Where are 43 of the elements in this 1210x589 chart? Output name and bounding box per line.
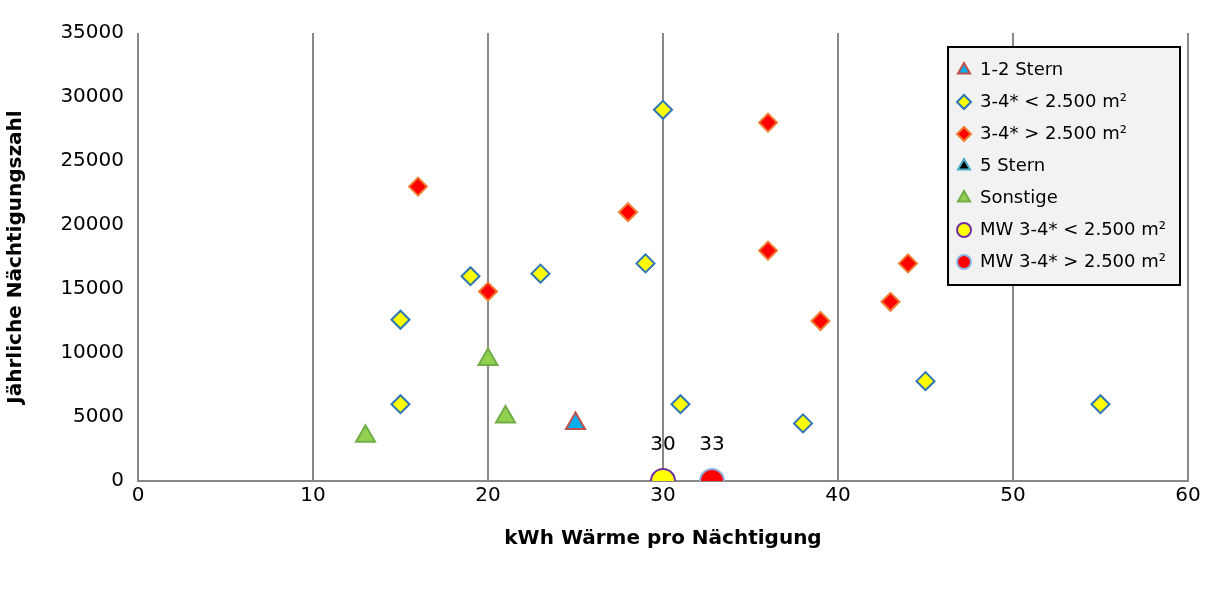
point [915,371,936,392]
x-axis-title: kWh Wärme pro Nächtigung [504,525,822,550]
point [653,99,673,120]
annotation: 33 [699,431,725,456]
point [898,253,918,274]
x-tick-label: 10 [300,482,326,507]
point [793,413,813,434]
point [408,176,428,197]
point [390,309,411,330]
point [1090,394,1111,415]
legend-label: 3-4* < 2.500 m² [980,89,1127,111]
point [635,253,656,274]
x-tick-label: 50 [1000,482,1026,507]
legend-label: MW 3-4* < 2.500 m² [980,217,1167,239]
y-axis-title: Jährliche Nächtigungszahl [2,110,27,406]
point [758,112,778,133]
x-tick-label: 20 [475,482,501,507]
legend-label: 1-2 Stern [980,57,1064,79]
legend-label: MW 3-4* > 2.500 m² [980,249,1167,271]
legend-label: 3-4* > 2.500 m² [980,121,1127,143]
y-tick-label: 25000 [60,147,124,172]
y-tick-label: 15000 [60,275,124,300]
point [758,240,778,261]
x-tick-label: 0 [131,482,145,507]
point [460,266,481,287]
point [530,263,551,284]
point [880,291,901,312]
x-tick-label: 60 [1175,482,1201,507]
x-tick-label: 40 [825,482,851,507]
x-tick-label: 30 [650,482,676,507]
y-tick-label: 35000 [60,19,124,44]
y-tick-label: 20000 [60,211,124,236]
legend-label: Sonstige [980,185,1058,207]
y-tick-label: 5000 [73,403,124,428]
y-tick-label: 30000 [60,83,124,108]
y-tick-label: 10000 [60,339,124,364]
annotation: 30 [650,431,676,456]
point [618,202,638,223]
point [810,311,831,331]
point [478,281,498,302]
legend-label: 5 Stern [980,153,1046,175]
point [390,394,411,415]
point [670,394,691,415]
